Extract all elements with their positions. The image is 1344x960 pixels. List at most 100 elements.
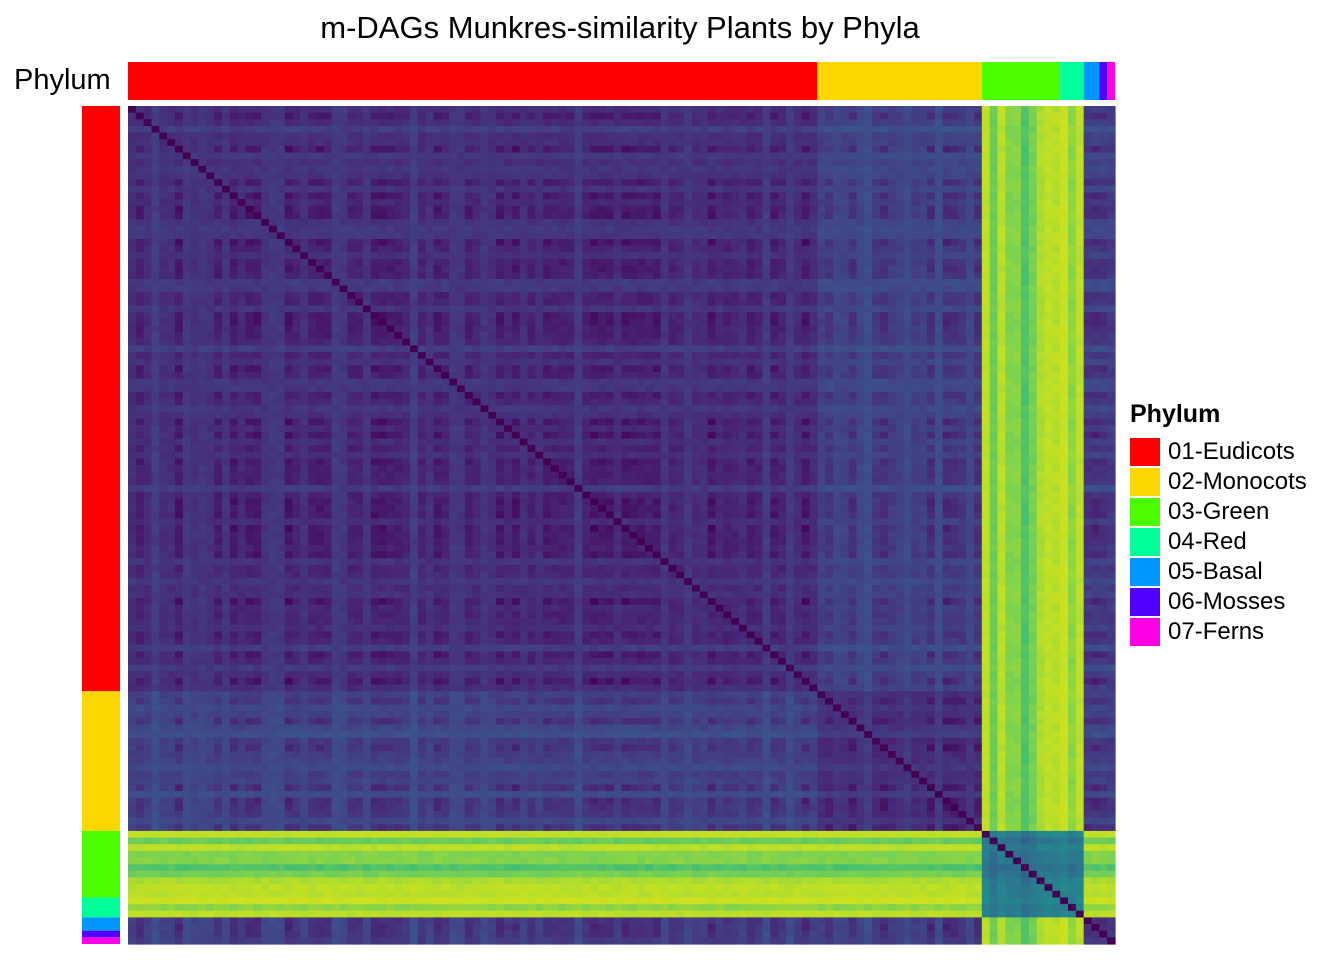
heatmap-cell	[151, 205, 160, 214]
heatmap-cell	[629, 239, 638, 247]
heatmap-cell	[1013, 298, 1022, 307]
heatmap-cell	[292, 305, 301, 313]
heatmap-cell	[229, 205, 239, 214]
heatmap-cell	[363, 132, 372, 140]
heatmap-cell	[480, 298, 489, 307]
heatmap-cell	[519, 345, 529, 353]
heatmap-cell	[245, 305, 254, 313]
heatmap-cell	[370, 185, 380, 194]
heatmap-cell	[974, 119, 983, 127]
heatmap-cell	[731, 192, 740, 200]
heatmap-cell	[472, 305, 482, 313]
heatmap-cell	[363, 272, 372, 280]
heatmap-cell	[668, 239, 677, 247]
heatmap-cell	[786, 332, 795, 340]
heatmap-cell	[308, 352, 317, 360]
heatmap-cell	[339, 139, 348, 147]
heatmap-cell	[958, 165, 967, 174]
heatmap-cell	[676, 112, 685, 120]
heatmap-cell	[872, 139, 881, 147]
heatmap-cell	[276, 352, 286, 360]
heatmap-cell	[621, 165, 630, 174]
heatmap-cell	[245, 292, 254, 300]
heatmap-cell	[1013, 165, 1022, 174]
heatmap-cell	[754, 252, 764, 260]
heatmap-cell	[613, 212, 623, 220]
heatmap-cell	[284, 225, 294, 233]
heatmap-cell	[872, 205, 881, 214]
heatmap-cell	[504, 318, 513, 327]
heatmap-cell	[1107, 298, 1116, 307]
heatmap-cell	[707, 312, 717, 320]
heatmap-cell	[801, 232, 811, 240]
heatmap-cell	[574, 232, 583, 240]
heatmap-cell	[864, 338, 873, 347]
heatmap-cell	[496, 345, 505, 353]
heatmap-cell	[880, 219, 889, 227]
heatmap-cell	[1036, 179, 1046, 187]
heatmap-cell	[511, 245, 521, 253]
heatmap-cell	[840, 272, 850, 280]
heatmap-cell	[167, 345, 176, 353]
heatmap-cell	[206, 305, 215, 313]
heatmap-cell	[527, 219, 536, 227]
heatmap-cell	[809, 305, 818, 313]
heatmap-cell	[175, 152, 184, 160]
heatmap-cell	[488, 318, 497, 327]
heatmap-cell	[1091, 285, 1100, 293]
heatmap-cell	[190, 312, 200, 320]
heatmap-cell	[496, 185, 505, 194]
heatmap-cell	[574, 318, 583, 327]
heatmap-cell	[175, 185, 184, 194]
heatmap-cell	[778, 125, 787, 134]
heatmap-cell	[143, 125, 153, 134]
heatmap-cell	[684, 185, 693, 194]
heatmap-cell	[598, 258, 607, 267]
heatmap-cell	[856, 152, 865, 160]
heatmap-cell	[331, 106, 341, 114]
heatmap-cell	[652, 119, 662, 127]
heatmap-cell	[1005, 332, 1014, 340]
heatmap-cell	[1013, 252, 1022, 260]
heatmap-cell	[1099, 212, 1108, 220]
heatmap-cell	[856, 352, 865, 360]
heatmap-cell	[535, 338, 544, 347]
heatmap-cell	[527, 152, 536, 160]
heatmap-cell	[786, 305, 795, 313]
heatmap-cell	[950, 225, 959, 233]
heatmap-cell	[934, 232, 944, 240]
heatmap-cell	[245, 332, 254, 340]
heatmap-cell	[652, 305, 662, 313]
heatmap-cell	[347, 305, 356, 313]
heatmap-cell	[739, 145, 748, 154]
heatmap-cell	[598, 278, 607, 287]
heatmap-cell	[527, 112, 536, 120]
heatmap-cell	[872, 192, 881, 200]
heatmap-cell	[911, 298, 920, 307]
heatmap-cell	[190, 219, 200, 227]
heatmap-cell	[543, 232, 552, 240]
heatmap-cell	[535, 185, 544, 194]
heatmap-cell	[974, 278, 983, 287]
heatmap-cell	[229, 285, 239, 293]
heatmap-cell	[731, 298, 740, 307]
heatmap-cell	[590, 225, 599, 233]
heatmap-cell	[386, 258, 395, 267]
heatmap-cell	[323, 145, 333, 154]
heatmap-cell	[394, 185, 403, 194]
heatmap-cell	[966, 292, 975, 300]
heatmap-cell	[895, 352, 905, 360]
heatmap-cell	[370, 132, 380, 140]
heatmap-cell	[363, 312, 372, 320]
heatmap-cell	[942, 132, 952, 140]
heatmap-cell	[801, 199, 811, 207]
heatmap-cell	[887, 165, 897, 174]
heatmap-cell	[551, 312, 560, 320]
heatmap-cell	[378, 145, 388, 154]
heatmap-cell	[668, 172, 677, 180]
heatmap-cell	[692, 285, 701, 293]
heatmap-cell	[762, 159, 771, 167]
heatmap-cell	[629, 219, 638, 227]
heatmap-cell	[958, 152, 967, 160]
heatmap-cell	[1083, 232, 1093, 240]
